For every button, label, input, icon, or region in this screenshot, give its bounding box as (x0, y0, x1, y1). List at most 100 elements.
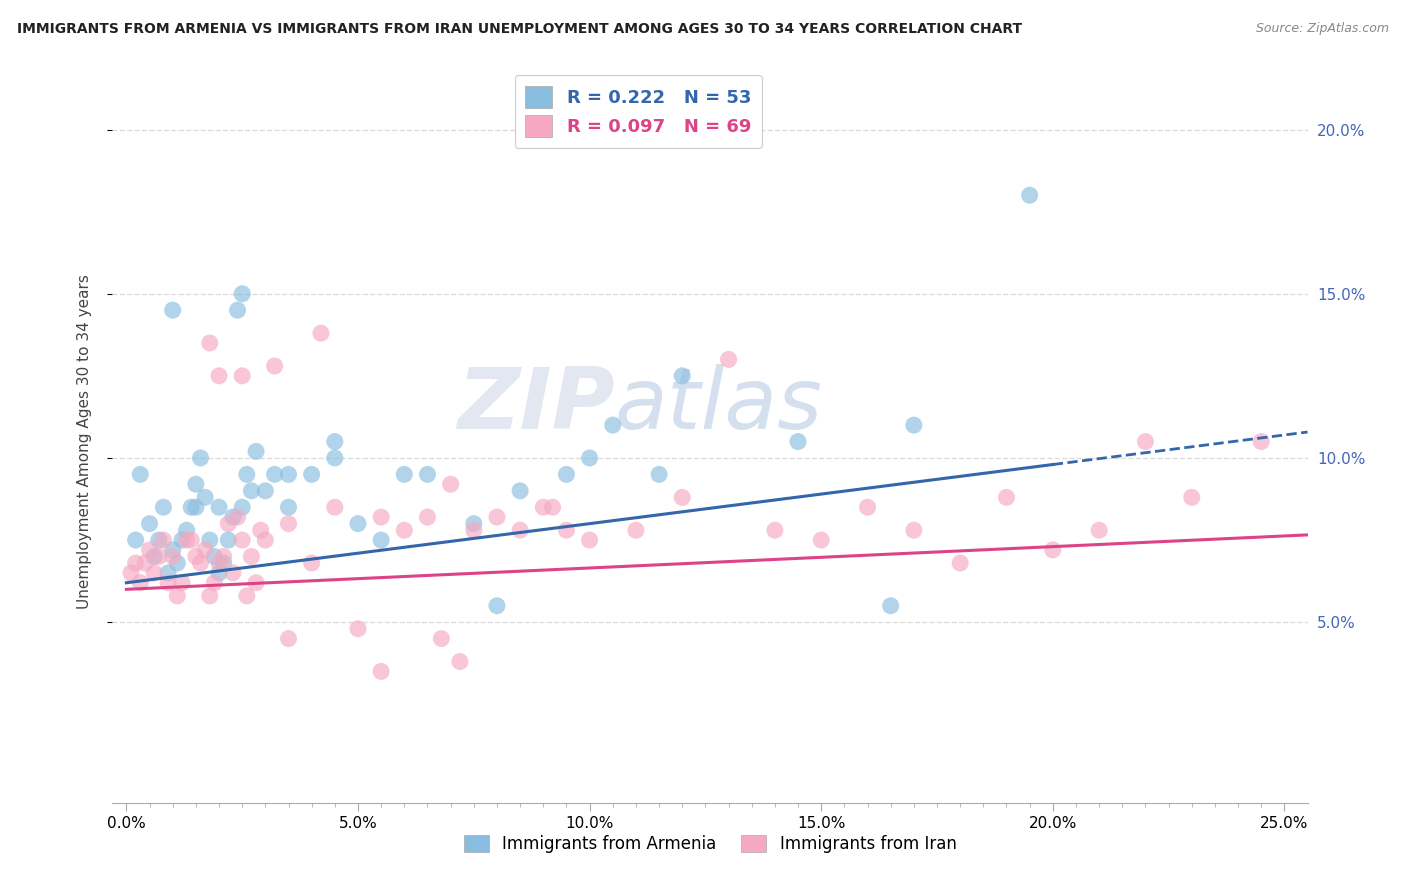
Point (143, 566, 166, 580)
Point (254, 483, 277, 498)
Point (1181, 491, 1204, 505)
Point (194, 542, 217, 557)
Point (194, 491, 217, 505)
Point (176, 533, 198, 547)
Point (245, 444, 267, 458)
Point (323, 450, 346, 465)
Point (166, 589, 188, 603)
Point (394, 523, 416, 537)
Point (430, 632, 453, 646)
Point (202, 549, 225, 564)
Text: IMMIGRANTS FROM ARMENIA VS IMMIGRANTS FROM IRAN UNEMPLOYMENT AMONG AGES 30 TO 34: IMMIGRANTS FROM ARMENIA VS IMMIGRANTS FR… (17, 22, 1022, 37)
Point (555, 467, 578, 482)
Point (249, 523, 271, 537)
Point (1250, 434, 1272, 449)
Text: ZIP: ZIP (457, 364, 614, 447)
Point (531, 500, 554, 515)
Point (671, 491, 693, 505)
Point (485, 599, 508, 613)
Point (541, 500, 564, 515)
Point (176, 523, 198, 537)
Point (301, 467, 323, 482)
Point (170, 575, 193, 590)
Point (323, 434, 346, 449)
Point (120, 566, 142, 580)
Point (277, 500, 299, 515)
Point (240, 483, 263, 498)
Point (198, 336, 221, 351)
Point (208, 500, 231, 515)
Point (370, 665, 392, 679)
Point (198, 589, 221, 603)
Point (143, 549, 166, 564)
Point (170, 533, 193, 547)
Point (903, 418, 925, 433)
Point (277, 467, 299, 482)
Point (148, 549, 170, 564)
Point (236, 467, 259, 482)
Point (212, 549, 235, 564)
Point (184, 500, 207, 515)
Point (217, 516, 239, 531)
Point (226, 510, 249, 524)
Point (202, 575, 225, 590)
Point (1018, 188, 1040, 202)
Point (190, 556, 212, 570)
Point (240, 549, 263, 564)
Point (180, 500, 202, 515)
Point (509, 483, 531, 498)
Point (810, 533, 832, 547)
Point (231, 500, 253, 515)
Point (138, 516, 160, 531)
Point (347, 622, 370, 636)
Point (157, 575, 180, 590)
Point (763, 523, 786, 537)
Point (856, 500, 879, 515)
Point (949, 556, 972, 570)
Point (148, 533, 170, 547)
Point (717, 352, 740, 367)
Point (309, 326, 332, 340)
Point (578, 533, 600, 547)
Point (370, 533, 392, 547)
Point (787, 434, 810, 449)
Point (509, 523, 531, 537)
Point (166, 556, 188, 570)
Point (152, 500, 174, 515)
Point (217, 533, 239, 547)
Point (138, 542, 160, 557)
Point (416, 510, 439, 524)
Point (226, 303, 249, 318)
Point (198, 533, 221, 547)
Point (124, 556, 146, 570)
Point (129, 467, 152, 482)
Point (879, 599, 901, 613)
Point (463, 516, 485, 531)
Point (129, 575, 152, 590)
Point (440, 477, 463, 491)
Point (180, 533, 202, 547)
Point (208, 566, 231, 580)
Point (463, 523, 485, 537)
Y-axis label: Unemployment Among Ages 30 to 34 years: Unemployment Among Ages 30 to 34 years (77, 274, 91, 609)
Point (212, 556, 235, 570)
Point (323, 500, 346, 515)
Point (162, 303, 184, 318)
Point (231, 533, 253, 547)
Point (1135, 434, 1157, 449)
Point (162, 542, 184, 557)
Point (254, 533, 277, 547)
Point (301, 556, 323, 570)
Point (394, 467, 416, 482)
Point (157, 566, 180, 580)
Point (277, 516, 299, 531)
Point (416, 467, 439, 482)
Point (124, 533, 146, 547)
Point (190, 450, 212, 465)
Point (648, 467, 671, 482)
Point (370, 510, 392, 524)
Text: atlas: atlas (614, 364, 823, 447)
Point (277, 632, 299, 646)
Point (222, 566, 245, 580)
Point (555, 523, 578, 537)
